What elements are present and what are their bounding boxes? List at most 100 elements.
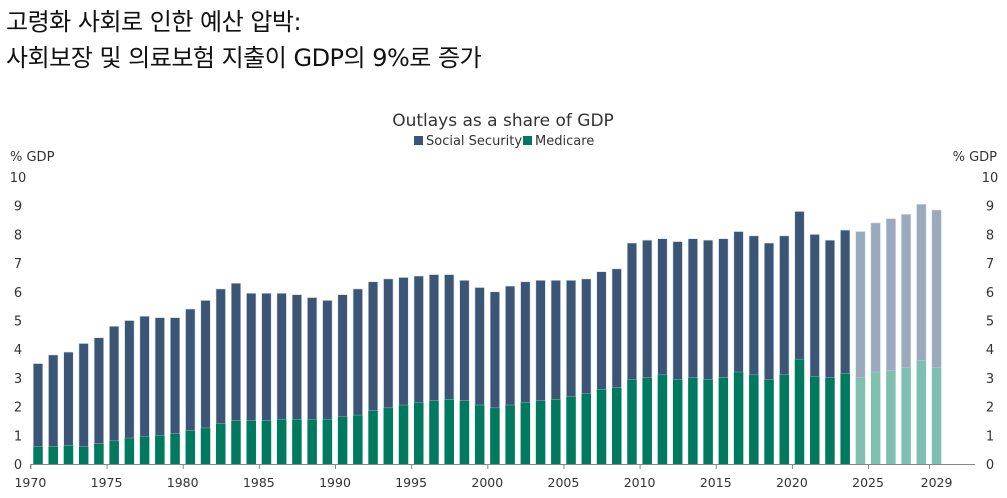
bar-medicare-1993 — [383, 408, 394, 464]
bar-group-1976 — [124, 320, 135, 464]
chart-title: Outlays as a share of GDP — [392, 111, 614, 131]
y-tick-label-right: 7 — [986, 257, 994, 272]
bar-social-security-1994 — [398, 277, 409, 406]
headline-line-1: 고령화 사회로 인한 예산 압박: — [6, 8, 302, 36]
bar-social-security-2025 — [870, 222, 881, 373]
x-tick-label-1975: 1975 — [91, 475, 123, 490]
x-tick-label-1990: 1990 — [319, 475, 351, 490]
y-tick-label-right: 3 — [986, 372, 994, 387]
bar-medicare-1981 — [200, 428, 211, 464]
bar-group-1996 — [428, 274, 440, 464]
bar-social-security-1999 — [474, 287, 485, 406]
bar-group-2006 — [581, 278, 592, 464]
y-tick-label-right: 10 — [982, 171, 999, 186]
bar-group-2026 — [885, 218, 896, 464]
y-tick-label-right: 5 — [986, 315, 994, 330]
bar-social-security-1976 — [124, 320, 135, 439]
x-tick-label-1985: 1985 — [243, 475, 275, 490]
bar-social-security-1977 — [139, 315, 150, 438]
bar-group-1991 — [352, 288, 363, 464]
y-tick-label-left: 6 — [14, 286, 22, 301]
bar-social-security-2014 — [703, 239, 714, 380]
bar-social-security-2026 — [885, 218, 896, 372]
y-tick-label-left: 10 — [10, 171, 27, 186]
y-axis-label-left: % GDP — [10, 150, 55, 165]
bar-social-security-2019 — [779, 235, 790, 376]
bar-group-2001 — [505, 285, 516, 464]
bar-social-security-2012 — [672, 241, 683, 380]
bar-social-security-1991 — [352, 288, 363, 416]
bar-social-security-1983 — [230, 282, 242, 422]
bar-medicare-1996 — [429, 400, 439, 464]
bar-medicare-2017 — [749, 375, 759, 464]
bar-medicare-2024 — [855, 377, 866, 464]
bar-social-security-2022 — [824, 239, 836, 379]
bar-group-1980 — [185, 308, 196, 464]
bar-group-2005 — [565, 280, 577, 464]
bar-social-security-2011 — [657, 238, 668, 376]
x-tick-label-2029: 2029 — [921, 475, 953, 490]
outlays-chart: Outlays as a share of GDP Social Securit… — [10, 111, 999, 490]
bar-group-1982 — [215, 288, 226, 464]
y-tick-label-left: 1 — [14, 429, 22, 444]
legend-swatch-medicare — [523, 136, 532, 145]
x-tick-label-2000: 2000 — [471, 475, 503, 490]
x-tick-label-1995: 1995 — [395, 475, 427, 490]
y-axis-label-right: % GDP — [953, 150, 998, 165]
bar-group-1979 — [170, 317, 181, 464]
bar-social-security-1979 — [170, 317, 181, 435]
bar-medicare-2001 — [505, 405, 515, 464]
bar-social-security-1980 — [185, 308, 196, 432]
bar-social-security-2001 — [505, 285, 516, 406]
bar-social-security-2005 — [565, 280, 577, 397]
bar-medicare-2006 — [581, 393, 592, 464]
bar-group-2016 — [733, 231, 744, 464]
bar-medicare-2012 — [672, 379, 683, 464]
bar-medicare-2005 — [566, 396, 576, 464]
y-tick-label-left: 7 — [14, 257, 22, 272]
bar-group-2021 — [809, 234, 820, 464]
y-tick-label-left: 4 — [14, 343, 22, 358]
bar-group-1973 — [78, 343, 89, 464]
bar-medicare-1971 — [48, 446, 58, 464]
bar-medicare-2011 — [657, 375, 668, 464]
bar-medicare-1980 — [185, 430, 196, 464]
bar-social-security-2013 — [687, 238, 698, 379]
bar-medicare-1975 — [109, 441, 119, 464]
bar-social-security-2021 — [809, 234, 820, 377]
bar-medicare-2028 — [916, 360, 927, 464]
bar-medicare-2014 — [703, 379, 713, 464]
x-tick-label-2020: 2020 — [776, 475, 808, 490]
bar-group-2015 — [718, 238, 729, 464]
x-tick-label-1980: 1980 — [167, 475, 199, 490]
bar-group-2007 — [596, 271, 607, 464]
bar-medicare-1990 — [337, 416, 348, 464]
bar-group-2025 — [870, 222, 881, 464]
bar-social-security-2010 — [642, 239, 653, 379]
bar-medicare-1983 — [231, 420, 241, 464]
y-tick-label-right: 0 — [986, 458, 994, 473]
legend-swatch-social-security — [414, 136, 423, 145]
y-tick-label-left: 2 — [14, 401, 22, 416]
bar-group-1972 — [63, 351, 74, 464]
bar-social-security-2007 — [596, 271, 607, 390]
bar-social-security-2029 — [931, 209, 942, 369]
bar-medicare-1972 — [63, 445, 74, 464]
bar-social-security-2006 — [581, 278, 592, 394]
y-tick-label-right: 2 — [986, 401, 994, 416]
bar-medicare-2020 — [794, 359, 805, 464]
bar-group-1987 — [291, 294, 302, 464]
bar-group-1999 — [474, 287, 485, 464]
bar-group-2017 — [748, 235, 759, 464]
bar-social-security-2016 — [733, 231, 744, 373]
bar-medicare-1988 — [307, 419, 317, 464]
y-tick-label-right: 9 — [986, 200, 994, 215]
y-tick-label-left: 9 — [14, 200, 22, 215]
bar-social-security-2020 — [794, 211, 805, 360]
bar-social-security-2002 — [520, 281, 531, 403]
bar-medicare-1986 — [276, 419, 287, 464]
bar-social-security-2008 — [611, 268, 622, 389]
bar-social-security-1978 — [154, 317, 165, 436]
bar-group-1994 — [398, 277, 409, 464]
bar-medicare-2018 — [764, 379, 774, 464]
